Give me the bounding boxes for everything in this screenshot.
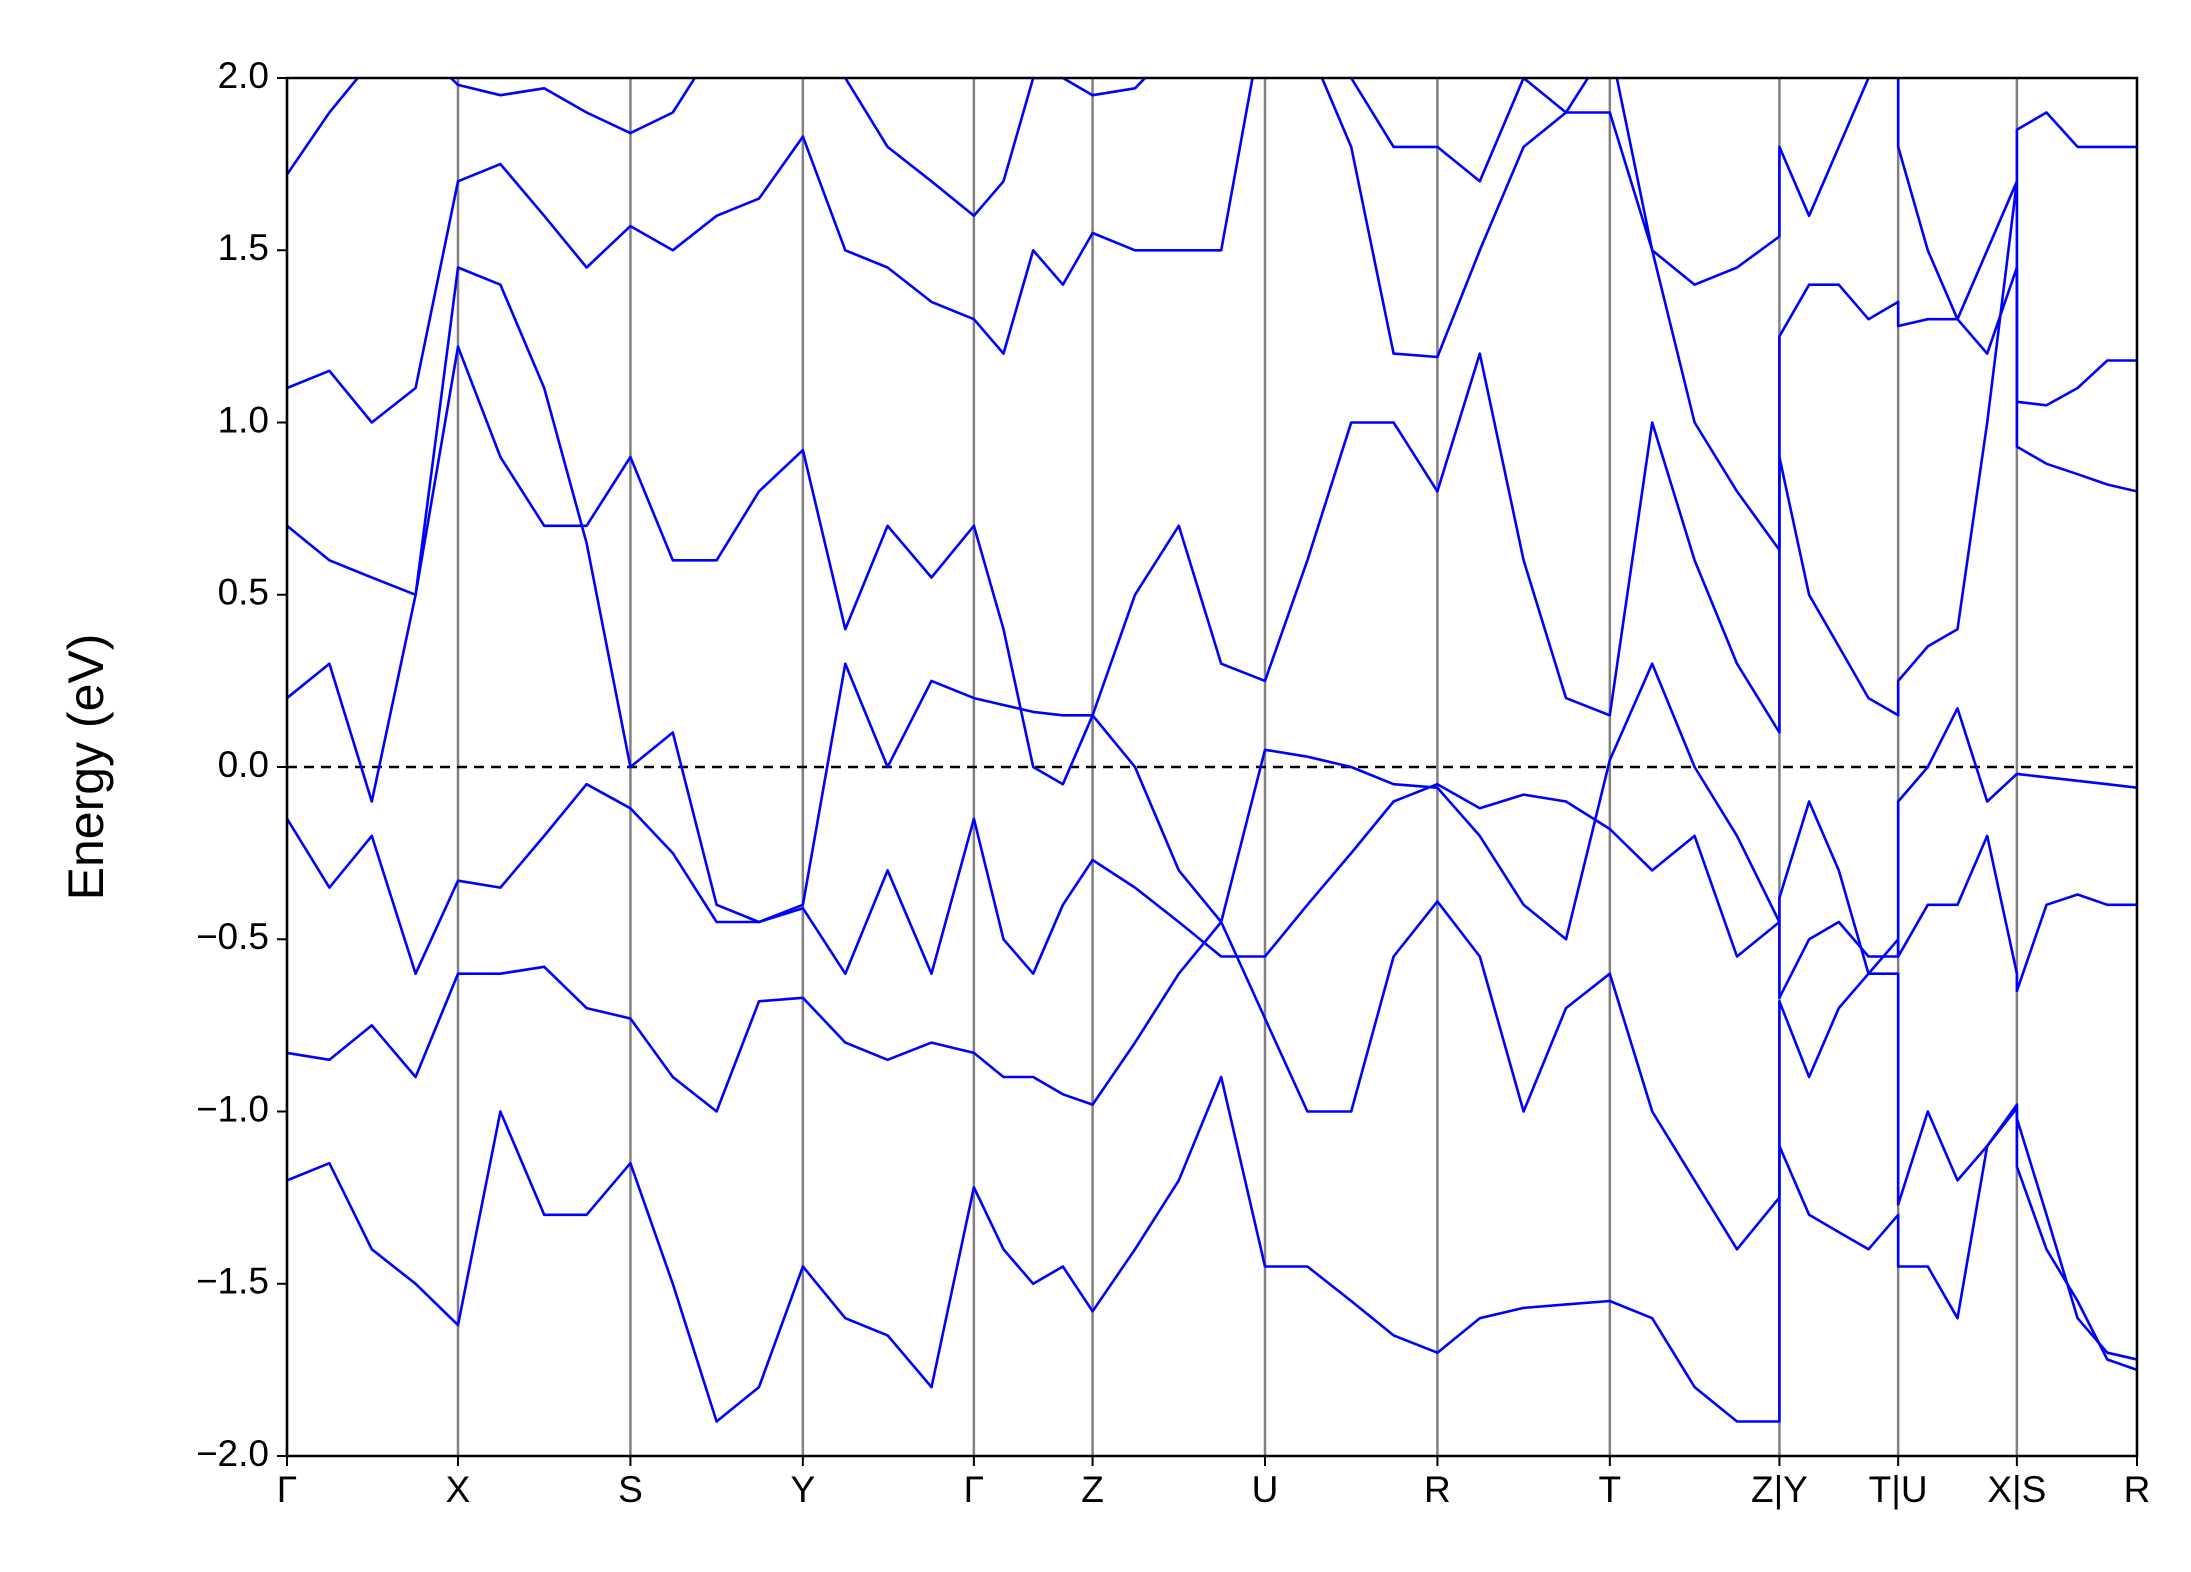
bands	[287, 78, 2137, 1423]
y-tick-label: −1.0	[196, 1088, 269, 1129]
y-tick-label: 0.0	[218, 744, 269, 785]
x-tick-label: Γ	[964, 1469, 984, 1510]
x-tick-label: S	[618, 1469, 643, 1510]
plot-area	[285, 78, 2139, 1456]
plot-frame	[285, 76, 2139, 1458]
band-line	[287, 266, 2137, 1000]
x-tick-label: Z	[1081, 1469, 1104, 1510]
y-axis-label: Energy (eV)	[58, 634, 114, 901]
band-line	[287, 78, 2137, 359]
band-line	[287, 900, 2137, 1361]
x-tick-label: X|S	[1987, 1469, 2046, 1510]
x-tick-label: X	[446, 1469, 471, 1510]
band-line	[287, 1075, 2137, 1423]
x-tick-label: Z|Y	[1751, 1469, 1808, 1510]
band-line	[287, 78, 2137, 552]
band-line	[287, 782, 2137, 993]
x-tick-label: T|U	[1869, 1469, 1928, 1510]
y-tick-label: 1.5	[218, 227, 269, 268]
x-tick-label: Y	[791, 1469, 816, 1510]
y-tick-label: −2.0	[196, 1433, 269, 1474]
y-tick-label: −0.5	[196, 916, 269, 957]
x-tick-label: T	[1599, 1469, 1622, 1510]
y-tick-label: 1.0	[218, 399, 269, 440]
y-tick-label: 2.0	[218, 55, 269, 96]
y-tick-label: −1.5	[196, 1261, 269, 1302]
y-tick-label: 0.5	[218, 572, 269, 613]
x-tick-label: R	[1424, 1469, 1451, 1510]
band-line	[287, 180, 2137, 803]
x-tick-label: Γ	[277, 1469, 297, 1510]
x-tick-label: R	[2124, 1469, 2151, 1510]
x-tick-label: U	[1252, 1469, 1279, 1510]
